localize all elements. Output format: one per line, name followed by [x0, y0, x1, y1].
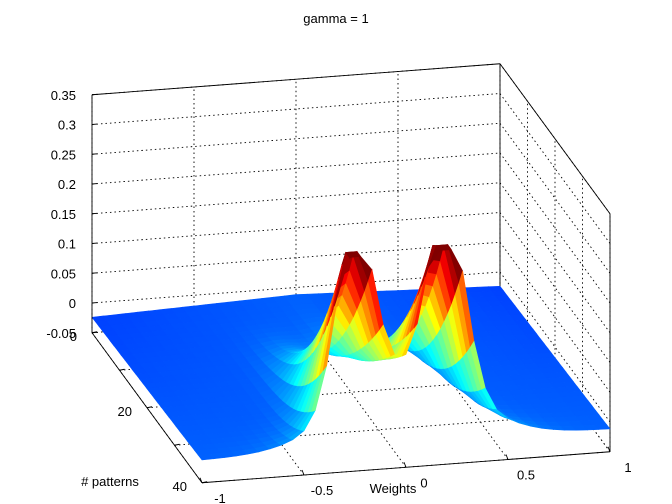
z-gridline-back — [91, 241, 501, 274]
x-tick — [607, 446, 611, 452]
x-tick — [301, 469, 305, 476]
z-tick-label: -0.05 — [46, 326, 76, 341]
y-tick-label: 20 — [118, 404, 132, 419]
y-tick — [119, 368, 125, 371]
tick-marks — [91, 93, 611, 484]
z-tick-label: 0.3 — [58, 118, 76, 133]
x-tick-label: 0.5 — [517, 468, 535, 483]
box-top-back — [91, 63, 501, 96]
x-axis-label: Weights — [370, 481, 417, 496]
z-tick-label: 0.25 — [51, 147, 76, 162]
z-gridline-back — [91, 93, 501, 125]
z-gridline-back — [91, 271, 501, 304]
x-tick-label: 1 — [624, 460, 631, 475]
y-axis-label: # patterns — [81, 474, 139, 489]
y-tick — [91, 331, 98, 334]
z-gridline-back — [91, 122, 501, 155]
x-tick — [199, 477, 203, 483]
y-tick-label: 40 — [173, 479, 187, 494]
x-tick — [403, 462, 407, 468]
z-tick-label: 0.05 — [51, 266, 76, 281]
x-tick-label: 0 — [420, 475, 427, 490]
x-tick — [505, 454, 509, 460]
box-top-right — [499, 63, 611, 215]
z-tick-label: 0.15 — [51, 207, 76, 222]
z-tick-label: 0.2 — [58, 177, 76, 192]
y-tick-labels: 0 20 40 — [70, 329, 187, 494]
x-tick-label: -0.5 — [311, 483, 333, 498]
y-tick-label: 0 — [70, 329, 77, 344]
z-gridline-back — [91, 152, 501, 185]
z-tick-label: 0.35 — [51, 88, 76, 103]
x-tick-labels: -1 -0.5 0 0.5 1 — [214, 460, 631, 504]
y-tick — [201, 481, 208, 484]
surface-mesh — [91, 244, 611, 461]
z-tick-label: 0.1 — [58, 237, 76, 252]
z-tick-label: 0 — [69, 296, 76, 311]
z-gridline-back — [91, 212, 501, 244]
x-tick-label: -1 — [214, 491, 226, 504]
chart-title: gamma = 1 — [303, 11, 368, 26]
y-tick — [174, 443, 180, 446]
surface-patch — [594, 423, 611, 430]
z-gridline-back — [91, 182, 501, 215]
y-tick — [146, 406, 153, 409]
